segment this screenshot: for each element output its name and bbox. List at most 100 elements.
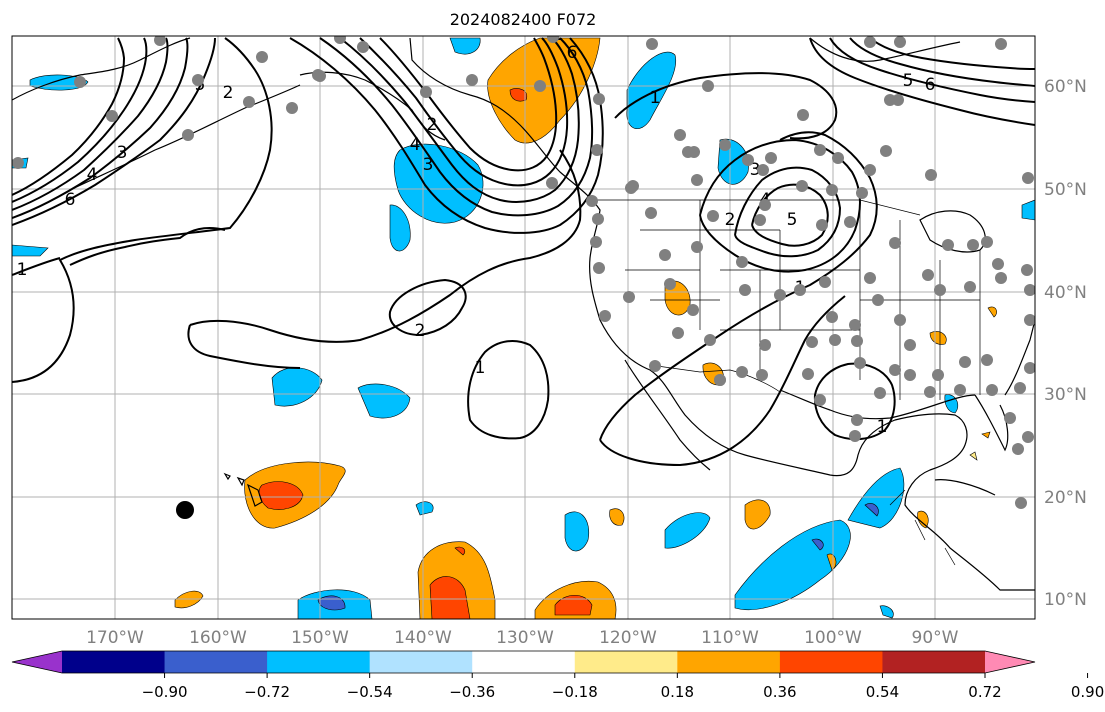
station-dot: [659, 249, 671, 261]
negative-anomaly-patch: [944, 394, 959, 414]
station-dot: [286, 102, 298, 114]
station-dot: [314, 70, 326, 82]
contour-line: [614, 72, 838, 140]
negative-anomaly-patch: [415, 501, 434, 516]
colorbar-tick-label: 0.54: [866, 683, 899, 701]
station-dot: [739, 284, 751, 296]
station-dot: [826, 311, 838, 323]
longitude-label: 140°W: [394, 628, 452, 648]
contour-label: 3: [423, 155, 434, 175]
colorbar-tick-label: −0.90: [142, 683, 188, 701]
positive-anomaly-patch: [554, 594, 593, 616]
colorbar-segment: [882, 651, 986, 673]
contour-line: [751, 183, 829, 247]
station-dot: [256, 51, 268, 63]
longitude-label: 100°W: [804, 628, 862, 648]
station-dot: [664, 278, 676, 290]
station-dot: [736, 256, 748, 268]
station-dot: [590, 236, 602, 248]
contour-label: 1: [553, 25, 564, 45]
latitude-label: 60°N: [1044, 77, 1087, 97]
station-dot: [1024, 314, 1035, 326]
station-dot: [357, 41, 369, 53]
negative-anomaly-patch: [879, 605, 894, 619]
contour-label: 1: [17, 260, 28, 280]
station-dot: [864, 36, 876, 48]
station-dot: [922, 269, 934, 281]
contour-line: [69, 227, 226, 266]
contour-label: 4: [87, 165, 98, 185]
station-dot: [466, 74, 478, 86]
station-dot: [872, 294, 884, 306]
longitude-label: 120°W: [599, 628, 657, 648]
negative-anomaly-patch: [847, 467, 905, 529]
colorbar-segment: [369, 651, 473, 673]
station-dot: [756, 369, 768, 381]
contour-line: [813, 362, 896, 441]
station-dot: [534, 80, 546, 92]
colorbar-tick-label: −0.18: [552, 683, 598, 701]
colorbar-extend-min: [12, 651, 62, 673]
station-dot: [964, 281, 976, 293]
station-dot: [707, 210, 719, 222]
station-dot: [12, 157, 24, 169]
positive-anomaly-patch: [981, 431, 991, 439]
station-dot: [934, 284, 946, 296]
station-dot: [334, 36, 346, 44]
station-dot: [995, 38, 1007, 50]
station-dot: [192, 74, 204, 86]
station-dot: [796, 180, 808, 192]
station-dot: [814, 144, 826, 156]
colorbar-tick-label: 0.90: [1071, 683, 1104, 701]
station-dot: [844, 216, 856, 228]
colorbar-tick-label: 0.36: [763, 683, 796, 701]
colorbar-segment: [472, 651, 576, 673]
station-dot: [774, 289, 786, 301]
station-dot: [586, 195, 598, 207]
station-dot: [714, 374, 726, 386]
hudson-bay-coast: [809, 37, 961, 62]
station-dot: [593, 93, 605, 105]
contour-label: 6: [65, 190, 76, 210]
station-dot: [623, 291, 635, 303]
station-dot: [851, 414, 863, 426]
station-dot: [672, 327, 684, 339]
positive-anomaly-patch: [826, 553, 837, 571]
longitude-label: 170°W: [86, 628, 144, 648]
positive-anomaly-patch: [509, 88, 528, 102]
negative-anomaly-patch: [393, 143, 484, 224]
station-dot: [74, 76, 86, 88]
station-dot: [959, 356, 971, 368]
station-dot: [819, 276, 831, 288]
negative-anomaly-patch: [271, 367, 323, 407]
station-dot: [687, 304, 699, 316]
station-dot: [546, 177, 558, 189]
station-dot: [691, 241, 703, 253]
station-dot: [182, 129, 194, 141]
station-dot: [884, 94, 896, 106]
station-dot: [757, 164, 769, 176]
station-dot: [691, 174, 703, 186]
latitude-label: 40°N: [1044, 283, 1087, 303]
latitude-labels: 60°N 50°N 40°N 30°N 20°N 10°N: [1044, 77, 1087, 610]
cuba: [934, 479, 996, 496]
positive-anomaly-patch: [744, 499, 771, 530]
longitude-label: 150°W: [291, 628, 349, 648]
colorbar-tick-label: −0.54: [347, 683, 393, 701]
contour-line: [12, 37, 216, 226]
negative-anomaly-patch: [1021, 199, 1035, 221]
florida: [974, 394, 1009, 452]
contour-label: 6: [567, 43, 578, 63]
station-dot: [704, 334, 716, 346]
contour-label: 1: [650, 88, 661, 108]
negative-anomaly-patch: [864, 503, 879, 517]
station-dot: [106, 110, 118, 122]
station-dot: [806, 336, 818, 348]
colorbar-segment: [62, 651, 166, 673]
siberia-coast: [12, 37, 191, 101]
contour-line: [849, 37, 1035, 87]
station-dot: [625, 182, 637, 194]
station-dot: [889, 364, 901, 376]
station-dot: [794, 284, 806, 296]
central-america-borders: [889, 489, 956, 566]
